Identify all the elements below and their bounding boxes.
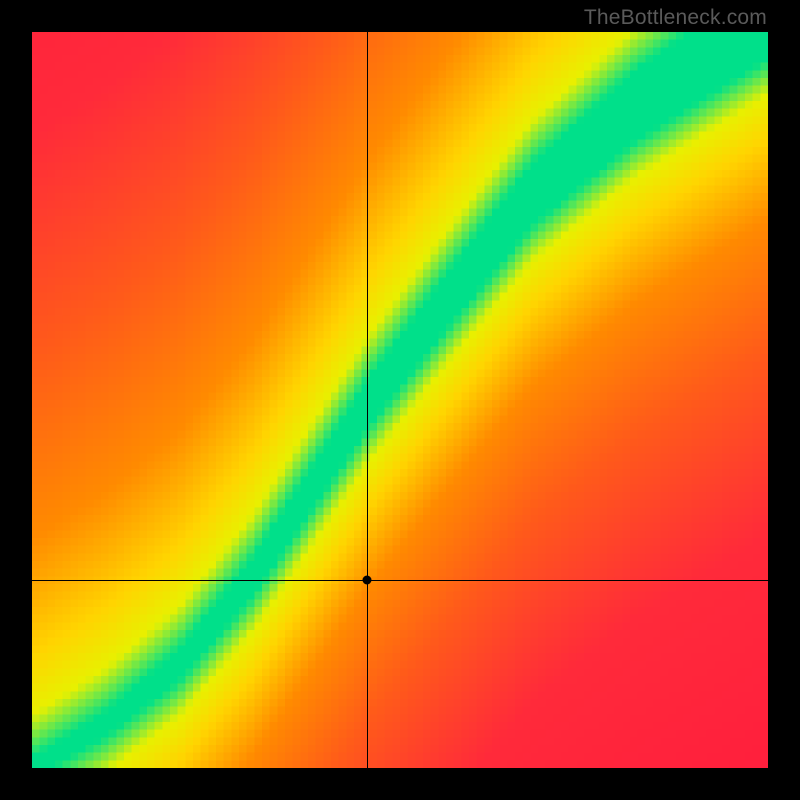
heatmap-canvas [32, 32, 768, 768]
watermark-text: TheBottleneck.com [584, 6, 767, 30]
crosshair-vertical [367, 32, 368, 768]
chart-container: TheBottleneck.com [0, 0, 800, 800]
crosshair-horizontal [32, 580, 768, 581]
crosshair-marker [362, 576, 371, 585]
plot-area [32, 32, 768, 768]
